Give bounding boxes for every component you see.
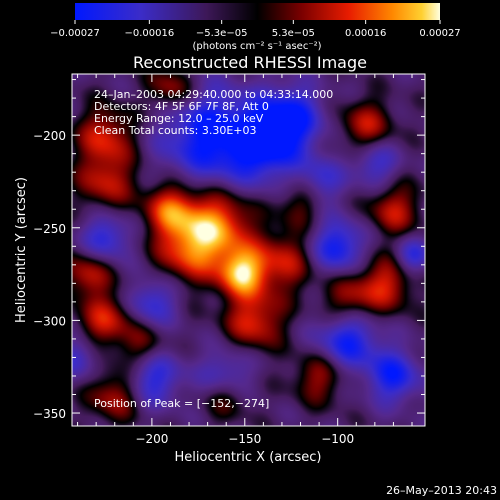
- info-line-energy: Energy Range: 12.0 – 25.0 keV: [94, 112, 264, 125]
- heatmap-canvas: [72, 74, 425, 426]
- colorbar-tick-label: −0.00027: [50, 28, 100, 39]
- heatmap-image: [72, 74, 425, 426]
- colorbar-tick-label: 5.3e−05: [272, 28, 315, 39]
- colorbar-tick-label: 0.00016: [345, 28, 386, 39]
- footer-timestamp: 26–May–2013 20:43: [386, 484, 497, 497]
- plot-frame: [71, 73, 426, 427]
- y-tick-label: −200: [33, 129, 66, 143]
- colorbar: −0.00027 −0.00016 −5.3e−05 5.3e−05 0.00016 0.…: [50, 3, 461, 52]
- colorbar-ticks: −0.00027 −0.00016 −5.3e−05 5.3e−05 0.00016 0.…: [50, 20, 461, 39]
- info-line-detectors: Detectors: 4F 5F 6F 7F 8F, Att 0: [94, 100, 269, 113]
- chart-title: Reconstructed RHESSI Image: [133, 53, 367, 72]
- info-line-date: 24–Jan–2003 04:29:40.000 to 04:33:14.000: [94, 88, 333, 101]
- x-tick-label: −100: [321, 432, 354, 446]
- x-axis-ticks: −200 −150 −100: [77, 74, 413, 446]
- info-line-counts: Clean Total counts: 3.30E+03: [94, 124, 257, 137]
- colorbar-tick-label: −0.00016: [124, 28, 174, 39]
- observation-info: 24–Jan–2003 04:29:40.000 to 04:33:14.000…: [94, 88, 333, 137]
- y-tick-label: −300: [33, 314, 66, 328]
- x-tick-label: −150: [228, 432, 261, 446]
- colorbar-tick-label: −5.3e−05: [196, 28, 248, 39]
- colorbar-unit-label: (photons cm⁻² s⁻¹ asec⁻²): [192, 41, 321, 52]
- y-axis-label: Heliocentric Y (arcsec): [14, 177, 29, 323]
- colorbar-gradient: [75, 3, 440, 20]
- colorbar-tick-label: 0.00027: [419, 28, 460, 39]
- y-tick-label: −350: [33, 407, 66, 421]
- y-axis-ticks: −200 −250 −300 −350: [33, 79, 425, 421]
- peak-position-label: Position of Peak = [−152,−274]: [94, 397, 269, 410]
- x-tick-label: −200: [135, 432, 168, 446]
- y-tick-label: −250: [33, 222, 66, 236]
- x-axis-label: Heliocentric X (arcsec): [175, 450, 322, 465]
